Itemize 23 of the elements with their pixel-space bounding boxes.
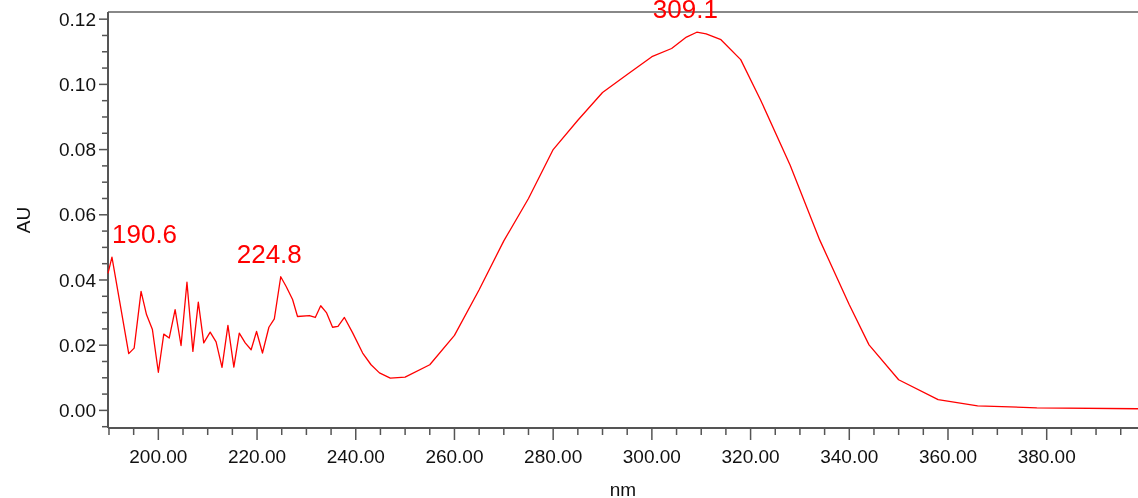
x-tick-label: 240.00 [326, 446, 385, 467]
y-tick-label: 0.00 [59, 400, 96, 422]
x-tick-label: 320.00 [721, 446, 780, 467]
y-tick-label: 0.02 [59, 334, 96, 356]
y-tick-label: 0.10 [59, 74, 96, 96]
y-tick-label: 0.06 [59, 204, 96, 226]
x-tick-label: 300.00 [622, 446, 681, 467]
y-tick-label: 0.04 [59, 269, 97, 291]
y-tick-label: 0.08 [59, 139, 96, 161]
line-series [107, 31, 1138, 410]
annotation: 190.6 [112, 219, 178, 250]
x-tick-label: 260.00 [425, 446, 484, 467]
y-tick-label: 0.12 [59, 8, 96, 30]
x-tick-label: 340.00 [820, 446, 879, 467]
x-tick-label: 220.00 [227, 446, 287, 467]
annotation: 309.1 [652, 0, 718, 25]
x-tick-label: 380.00 [1017, 446, 1076, 467]
x-tick-label: 280.00 [524, 446, 583, 467]
y-axis-title: AU [13, 206, 34, 234]
x-tick-label: 360.00 [918, 446, 978, 467]
x-tick-label: 200.00 [129, 446, 188, 467]
annotation: 224.8 [236, 238, 302, 269]
x-axis-title: nm [609, 479, 637, 498]
